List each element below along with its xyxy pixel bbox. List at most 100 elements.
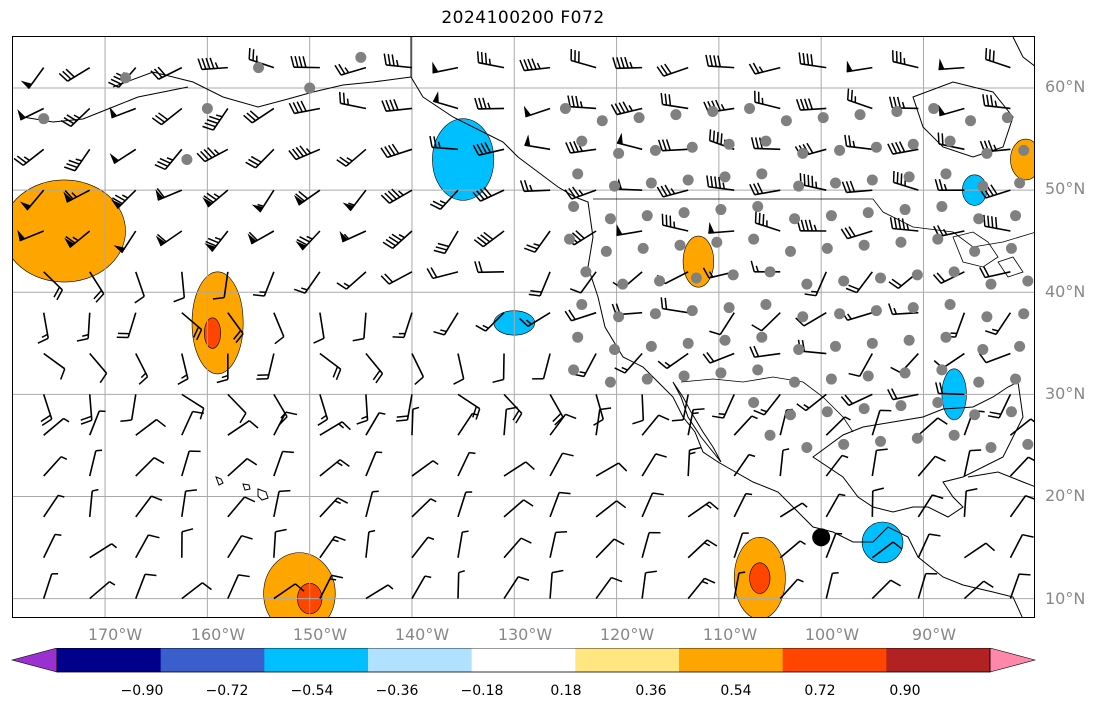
barb-half <box>748 453 756 458</box>
barb-half <box>398 233 405 239</box>
wind-barb <box>564 186 597 200</box>
barb-half <box>893 307 898 315</box>
barb-staff <box>938 230 965 238</box>
barb-flag <box>391 54 395 66</box>
barb-staff <box>733 572 740 599</box>
station-dot <box>821 406 833 418</box>
barb-flag <box>335 368 342 381</box>
barb-staff <box>439 189 459 210</box>
wind-barb <box>411 460 439 477</box>
barb-half <box>214 62 219 69</box>
wind-barb <box>365 412 386 436</box>
barb-flag <box>134 295 145 304</box>
wind-barb <box>342 189 367 212</box>
barb-half <box>760 408 767 413</box>
barb-flag <box>751 324 762 332</box>
wind-barb <box>938 104 965 117</box>
barb-flag <box>275 528 287 533</box>
barb-staff <box>164 148 183 170</box>
station-dot <box>936 364 948 376</box>
barb-flag <box>480 52 484 64</box>
barb-flag <box>93 289 103 300</box>
barb-flag <box>380 147 388 158</box>
barb-half <box>60 456 68 460</box>
lon-label-110w: 110°W <box>702 625 758 644</box>
station-dot <box>821 242 833 254</box>
wind-barb <box>383 53 413 69</box>
barb-flag <box>294 583 305 592</box>
barb-staff <box>570 148 597 154</box>
barb-flag <box>385 238 397 247</box>
barb-flag <box>206 119 219 125</box>
wind-barb <box>932 271 965 284</box>
barb-staff <box>457 452 470 477</box>
wind-barb <box>503 576 530 600</box>
barb-flag <box>888 96 894 108</box>
barb-pennant <box>113 245 125 253</box>
station-dot <box>564 233 576 245</box>
wind-barb <box>595 407 612 436</box>
barb-flag <box>655 453 667 458</box>
wind-barb <box>177 353 189 385</box>
barb-flag <box>478 261 483 273</box>
barb-half <box>578 189 584 196</box>
barb-staff <box>89 353 108 374</box>
barb-half <box>320 414 327 420</box>
wind-barb <box>319 459 350 477</box>
station-dot <box>891 106 903 118</box>
barb-flag <box>574 50 576 62</box>
barb-half <box>745 492 753 496</box>
barb-flag <box>985 542 996 552</box>
barb-flag <box>575 230 585 239</box>
wind-barb <box>457 412 479 436</box>
wind-barb <box>708 221 735 234</box>
wind-barb <box>733 453 756 477</box>
barb-flag <box>472 191 482 202</box>
barb-flag <box>632 419 644 425</box>
barb-half <box>832 572 839 575</box>
lat-label-10n: 10°N <box>1045 589 1086 608</box>
wind-barb <box>135 573 157 599</box>
barb-flag <box>389 99 395 111</box>
station-dot <box>870 305 882 317</box>
wind-barb <box>37 312 49 344</box>
barb-flag <box>515 412 523 424</box>
wind-barb <box>135 495 163 518</box>
barb-staff <box>386 107 413 112</box>
barb-flag <box>665 214 668 227</box>
wind-barb <box>660 297 689 314</box>
barb-flag <box>748 63 756 75</box>
barb-half <box>705 503 712 509</box>
barb-half <box>751 415 758 420</box>
wind-barb <box>150 66 183 80</box>
barb-staff <box>259 189 275 213</box>
wind-barb <box>411 353 425 385</box>
barb-pennant <box>63 191 72 203</box>
barb-flag <box>982 94 986 106</box>
barb-staff <box>616 107 643 116</box>
wind-barb <box>616 132 643 151</box>
alaska-coast <box>112 71 412 108</box>
barb-flag <box>660 185 668 197</box>
wind-barb <box>656 63 689 77</box>
barb-flag <box>252 294 265 297</box>
barb-flag <box>245 161 257 169</box>
station-dot <box>580 266 592 278</box>
barb-flag <box>116 336 129 339</box>
station-dot <box>985 278 997 290</box>
barb-flag <box>156 187 165 198</box>
barb-flag <box>392 336 404 339</box>
barb-staff <box>181 312 203 331</box>
barb-half <box>427 536 435 541</box>
barb-half <box>82 333 89 337</box>
barb-staff <box>503 409 508 436</box>
barb-flag <box>936 225 944 236</box>
barb-staff <box>503 576 519 600</box>
barb-flag <box>474 97 479 110</box>
wind-barb <box>135 353 149 385</box>
station-dot <box>682 337 694 349</box>
barb-flag <box>982 266 990 277</box>
barb-flag <box>292 148 301 159</box>
wind-barb <box>549 452 574 477</box>
wind-barb <box>411 498 437 518</box>
